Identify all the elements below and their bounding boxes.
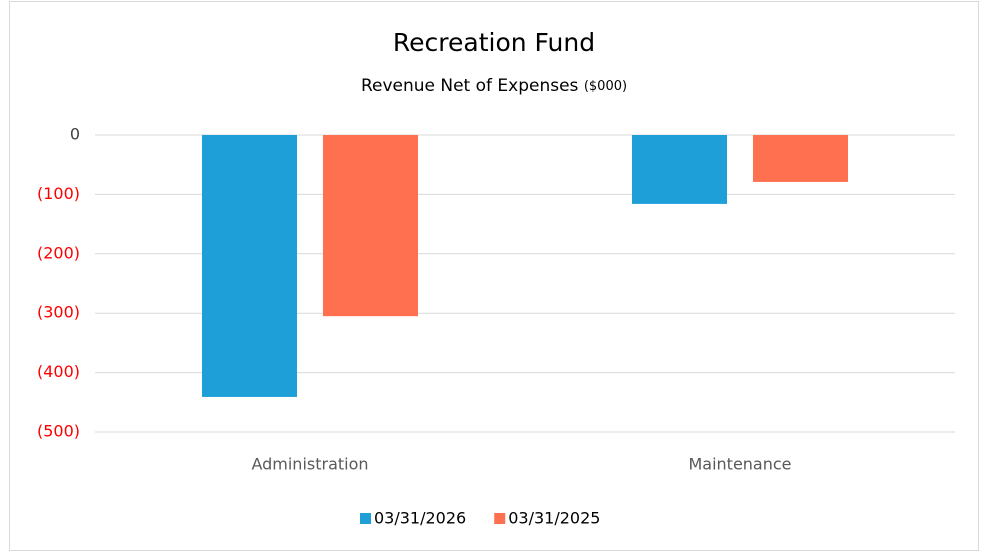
bar [753,135,848,182]
chart-border [9,1,979,551]
subtitle-main: Revenue Net of Expenses [361,76,579,96]
bar [632,135,727,204]
y-tick-label: (400) [37,362,80,381]
legend-label: 03/31/2025 [508,509,600,528]
x-tick-label: Maintenance [688,455,791,474]
y-tick-label: (200) [37,243,80,262]
chart-subtitle: Revenue Net of Expenses ($000) [361,76,627,96]
subtitle-unit: ($000) [584,79,627,94]
y-tick-label: 0 [70,125,80,144]
legend-swatch [360,513,371,524]
legend-label: 03/31/2026 [374,509,466,528]
legend-swatch [494,513,506,524]
y-tick-label: (300) [37,303,80,322]
y-tick-label: (100) [37,184,80,203]
y-tick-label: (500) [37,422,80,441]
chart-title: Recreation Fund [393,28,595,57]
x-tick-label: Administration [251,455,368,474]
bar [202,135,297,397]
bar [323,135,418,317]
